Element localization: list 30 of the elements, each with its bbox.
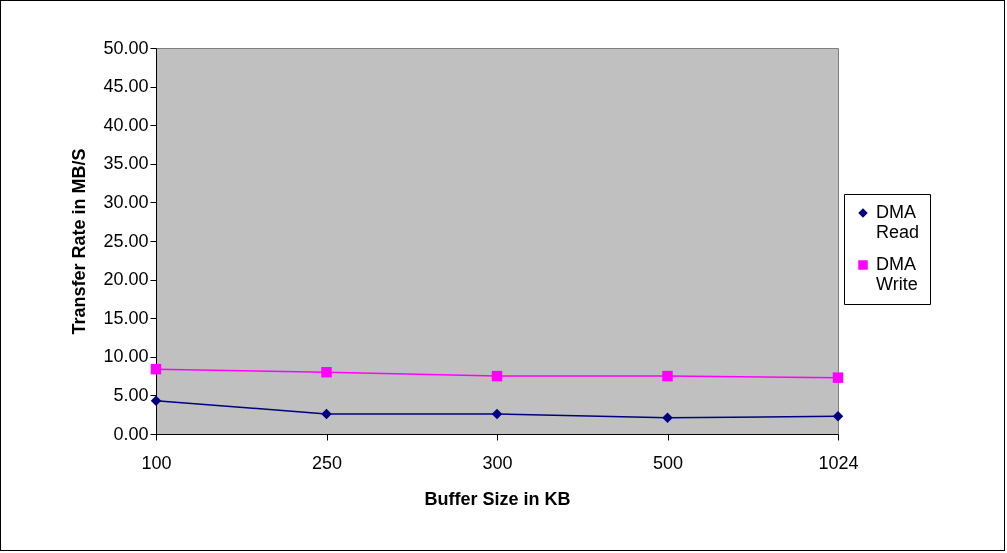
point [662, 412, 673, 424]
y-tick-label: 30.00 [103, 191, 149, 212]
y-tick-label: 50.00 [103, 37, 149, 58]
point [832, 411, 844, 422]
x-tick-label: 500 [652, 452, 684, 473]
y-tick-label: 10.00 [103, 346, 149, 367]
y-tick-label: 20.00 [103, 269, 149, 290]
point [491, 370, 503, 382]
y-tick-label: 40.00 [103, 114, 149, 135]
x-axis-title: Buffer Size in KB [424, 488, 571, 509]
legend-label: DMA Write [876, 254, 918, 294]
x-tick-label: 1024 [818, 452, 859, 473]
y-tick-label: 35.00 [103, 153, 149, 174]
point [491, 408, 503, 420]
point [662, 370, 673, 382]
x-tick-label: 250 [311, 452, 343, 473]
x-tick-label: 300 [482, 452, 513, 473]
y-tick-label: 25.00 [103, 230, 149, 251]
x-tick-label: 100 [141, 452, 172, 473]
y-tick-label: 0.00 [113, 423, 149, 444]
point [321, 367, 332, 378]
y-tick-label: 5.00 [113, 384, 149, 405]
y-tick-label: 45.00 [103, 76, 149, 97]
point [150, 395, 162, 407]
legend-label: DMA Read [876, 202, 920, 242]
point [321, 408, 332, 420]
y-tick-label: 15.00 [103, 307, 149, 328]
point [150, 363, 162, 375]
y-axis-title: Transfer Rate in MB/S [69, 148, 90, 335]
point [832, 372, 844, 383]
